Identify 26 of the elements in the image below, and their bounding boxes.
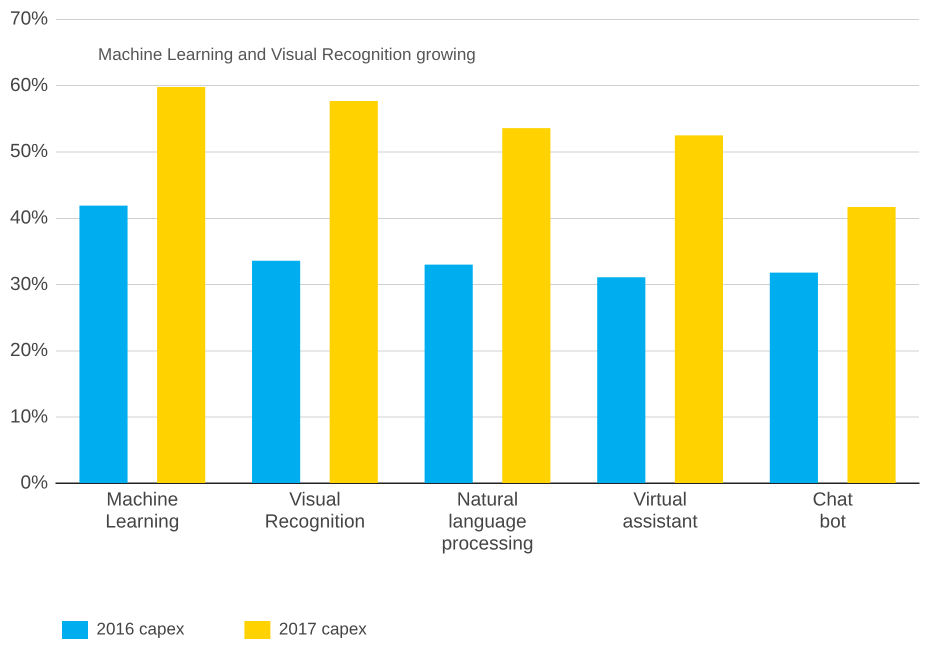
bar xyxy=(502,128,550,483)
x-tick-label: Machine Learning xyxy=(105,490,180,532)
bar xyxy=(597,277,646,483)
bar xyxy=(847,207,896,483)
y-tick-label: 50% xyxy=(10,141,48,162)
x-tick-label: Chat bot xyxy=(812,490,854,532)
legend-label: 2016 capex xyxy=(96,620,185,639)
legend-label: 2017 capex xyxy=(278,620,368,639)
y-tick-label: 0% xyxy=(20,472,48,494)
y-tick-label: 10% xyxy=(10,406,48,428)
bar xyxy=(770,272,818,483)
bar xyxy=(79,206,128,483)
bar xyxy=(424,264,473,483)
x-tick-label: Natural language processing xyxy=(442,490,534,554)
y-tick-label: 30% xyxy=(10,274,48,295)
x-tick-label: Visual Recognition xyxy=(264,490,366,532)
y-tick-label: 40% xyxy=(10,208,48,229)
bar xyxy=(252,260,300,483)
x-tick-label: Virtual assistant xyxy=(622,490,698,532)
bar xyxy=(157,87,206,483)
bar xyxy=(330,100,378,483)
y-tick-label: 70% xyxy=(10,8,48,30)
y-tick-label: 60% xyxy=(10,74,48,96)
bar xyxy=(674,135,724,483)
annotation: Machine Learning and Visual Recognition growing xyxy=(98,45,476,64)
y-tick-label: 20% xyxy=(10,340,48,362)
